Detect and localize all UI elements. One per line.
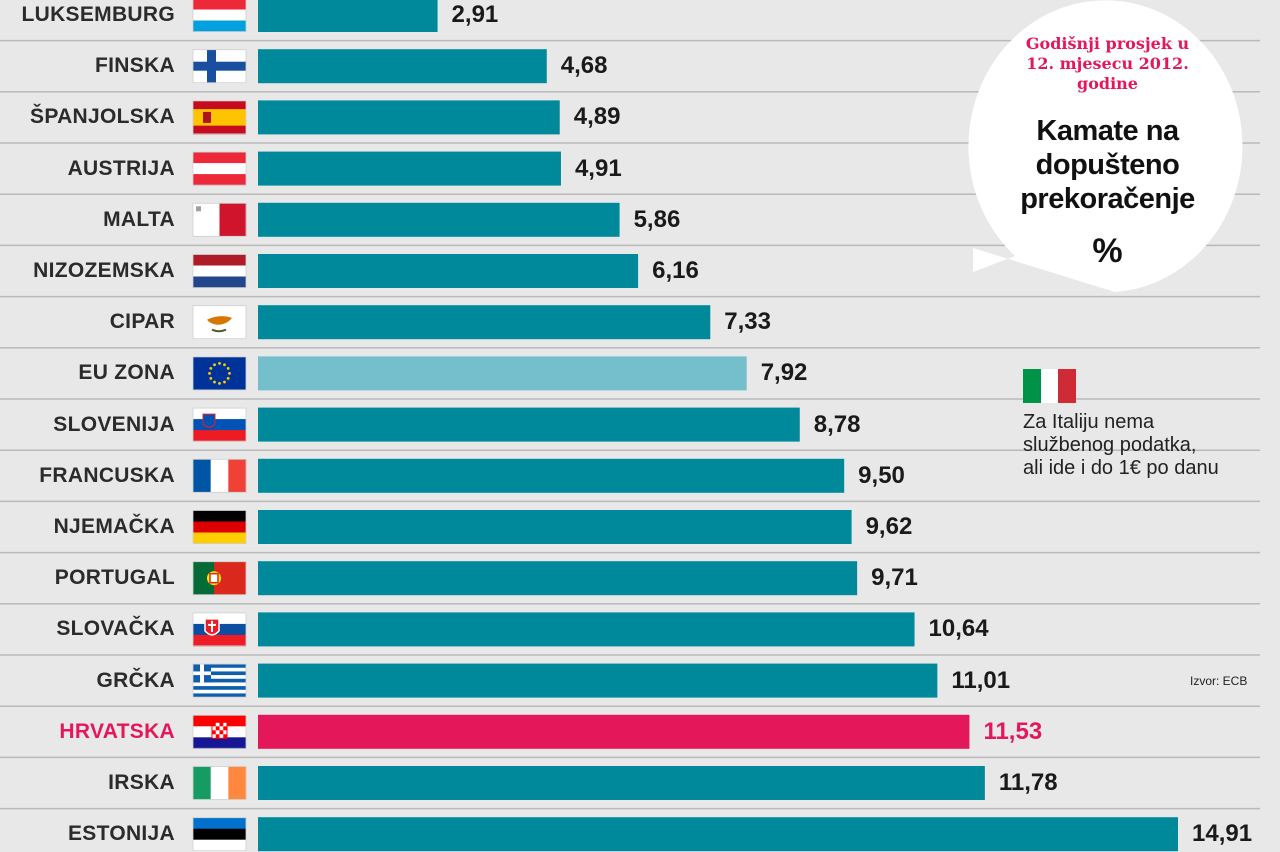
- portugal-flag-icon: [192, 561, 247, 596]
- data-label: 7,33: [724, 308, 771, 336]
- austria-flag-icon: [192, 151, 247, 186]
- category-label: HRVATSKA: [59, 719, 175, 743]
- category-label: PORTUGAL: [54, 566, 175, 590]
- data-label: 4,68: [560, 52, 608, 80]
- data-label: 6,16: [652, 257, 699, 284]
- category-label: IRSKA: [108, 771, 175, 794]
- data-label: 5,86: [633, 205, 681, 233]
- eu-flag-icon: [192, 356, 247, 391]
- bar-cipar: [258, 305, 711, 340]
- bar-estonija: [258, 817, 1178, 852]
- chart-subtitle: Godišnji prosjek u 12. mjesecu 2012. god…: [1025, 34, 1190, 93]
- data-label: 7,92: [760, 359, 808, 387]
- bar-nizozemska: [258, 254, 639, 288]
- data-label: 8,78: [813, 410, 861, 438]
- category-label: AUSTRIJA: [67, 156, 175, 180]
- italy-note: Za Italiju nema službenog podatka, ali i…: [1023, 411, 1219, 479]
- data-label: 4,91: [574, 154, 622, 182]
- slovenia-flag-icon: [192, 407, 247, 442]
- bar-slovačka: [258, 612, 915, 647]
- category-label: EU ZONA: [78, 361, 175, 385]
- data-label: 10,64: [928, 615, 989, 643]
- category-label: NIZOZEMSKA: [33, 259, 175, 282]
- finland-flag-icon: [192, 49, 247, 84]
- bar-luksemburg: [258, 0, 438, 32]
- france-flag-icon: [192, 458, 247, 493]
- bar-malta: [258, 202, 620, 237]
- bar-finska: [258, 49, 547, 84]
- data-label: 11,53: [983, 717, 1043, 745]
- bar-slovenija: [258, 407, 800, 442]
- category-label: LUKSEMBURG: [21, 3, 175, 26]
- category-label: GRČKA: [96, 668, 175, 692]
- category-label: FINSKA: [95, 54, 175, 78]
- luxembourg-flag-icon: [192, 0, 247, 32]
- category-label: MALTA: [103, 207, 175, 231]
- malta-flag-icon: [192, 202, 247, 237]
- category-label: SLOVAČKA: [56, 617, 175, 641]
- netherlands-flag-icon: [192, 254, 247, 288]
- chart-title: Kamate na dopušteno prekoračenje: [1020, 115, 1195, 215]
- bar-grčka: [258, 663, 938, 698]
- chart-unit: %: [1092, 232, 1123, 270]
- italy-flag-icon: [1023, 369, 1076, 403]
- bar-hrvatska: [258, 714, 970, 749]
- title-bubble: [968, 0, 1243, 292]
- data-label: 14,91: [1192, 820, 1253, 848]
- bar-austrija: [258, 151, 561, 186]
- category-label: CIPAR: [109, 310, 175, 334]
- data-label: 9,71: [871, 564, 918, 592]
- category-label: FRANCUSKA: [39, 463, 175, 487]
- bar-portugal: [258, 561, 858, 596]
- data-label: 9,50: [858, 461, 905, 489]
- data-label: 4,89: [573, 103, 621, 131]
- data-label: 9,62: [865, 513, 913, 540]
- estonia-flag-icon: [192, 817, 247, 852]
- slovakia-flag-icon: [192, 612, 247, 647]
- bar-španjolska: [258, 100, 560, 135]
- ireland-flag-icon: [192, 766, 247, 800]
- bar-njemačka: [258, 510, 852, 544]
- bar-francuska: [258, 458, 845, 493]
- croatia-flag-icon: [192, 714, 247, 749]
- spain-flag-icon: [192, 100, 247, 135]
- category-label: SLOVENIJA: [53, 412, 175, 436]
- category-label: ŠPANJOLSKA: [30, 105, 175, 129]
- data-label: 11,78: [998, 769, 1058, 796]
- bar-irska: [258, 766, 985, 800]
- category-label: ESTONIJA: [67, 822, 175, 846]
- source-label: Izvor: ECB: [1190, 674, 1248, 688]
- greece-flag-icon: [192, 663, 247, 698]
- data-label: 11,01: [951, 666, 1011, 694]
- data-label: 2,91: [451, 1, 499, 28]
- bar-eu-zona: [258, 356, 747, 391]
- germany-flag-icon: [192, 510, 247, 544]
- category-label: NJEMAČKA: [53, 515, 175, 538]
- cyprus-flag-icon: [192, 305, 247, 340]
